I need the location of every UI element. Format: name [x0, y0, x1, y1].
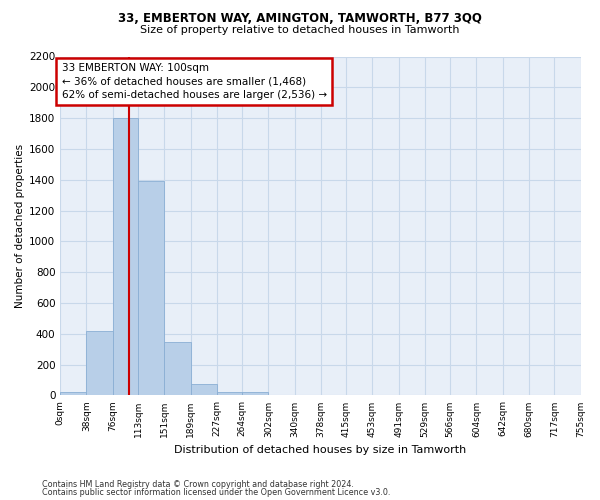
Text: 33 EMBERTON WAY: 100sqm
← 36% of detached houses are smaller (1,468)
62% of semi: 33 EMBERTON WAY: 100sqm ← 36% of detache… — [62, 64, 327, 100]
Bar — [60, 392, 86, 396]
Y-axis label: Number of detached properties: Number of detached properties — [15, 144, 25, 308]
Bar — [86, 330, 113, 396]
Bar — [217, 392, 242, 396]
Bar — [138, 182, 164, 396]
Bar — [113, 118, 138, 396]
Text: Contains HM Land Registry data © Crown copyright and database right 2024.: Contains HM Land Registry data © Crown c… — [42, 480, 354, 489]
Text: Size of property relative to detached houses in Tamworth: Size of property relative to detached ho… — [140, 25, 460, 35]
Text: 33, EMBERTON WAY, AMINGTON, TAMWORTH, B77 3QQ: 33, EMBERTON WAY, AMINGTON, TAMWORTH, B7… — [118, 12, 482, 26]
Bar — [164, 342, 191, 396]
Bar — [191, 384, 217, 396]
Text: Contains public sector information licensed under the Open Government Licence v3: Contains public sector information licen… — [42, 488, 391, 497]
X-axis label: Distribution of detached houses by size in Tamworth: Distribution of detached houses by size … — [174, 445, 467, 455]
Bar — [242, 392, 268, 396]
